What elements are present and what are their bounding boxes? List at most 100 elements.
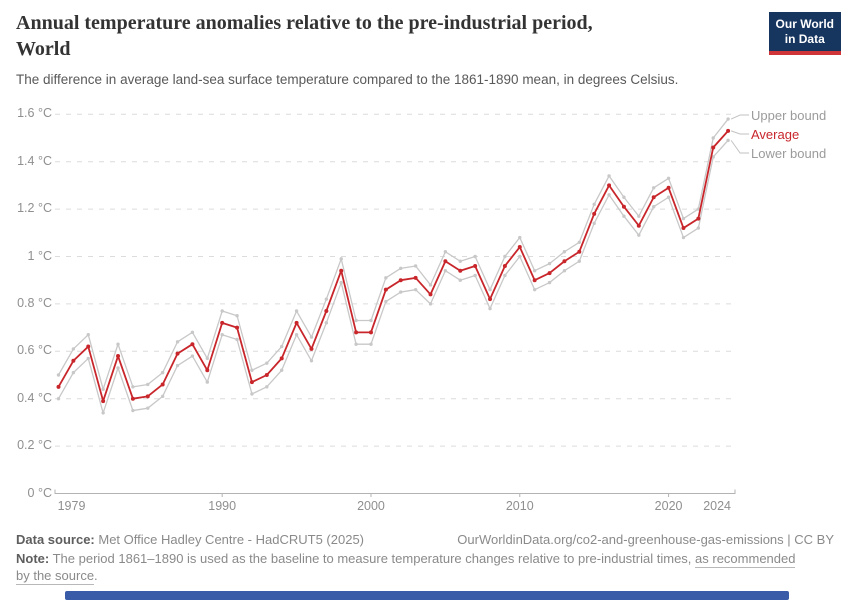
data-point-marker bbox=[160, 370, 165, 375]
x-axis-tick-label: 1990 bbox=[208, 499, 237, 513]
y-axis-tick-label: 1.2 °C bbox=[17, 201, 52, 216]
y-axis-tick-label: 0 °C bbox=[27, 485, 52, 500]
data-point-marker bbox=[250, 368, 254, 372]
owid-logo[interactable]: Our World in Data bbox=[768, 12, 841, 55]
data-point-marker bbox=[488, 297, 493, 302]
data-point-marker bbox=[592, 202, 596, 207]
data-point-marker bbox=[592, 211, 597, 216]
data-point-marker bbox=[666, 185, 671, 190]
data-point-marker bbox=[562, 259, 567, 264]
x-axis-line bbox=[54, 489, 736, 494]
data-point-marker bbox=[428, 302, 433, 306]
data-point-marker bbox=[235, 325, 240, 330]
data-point-marker bbox=[607, 193, 611, 197]
data-point-marker bbox=[160, 394, 165, 399]
data-point-marker bbox=[726, 128, 731, 133]
data-point-marker bbox=[384, 276, 388, 280]
data-point-marker bbox=[71, 347, 76, 351]
data-point-marker bbox=[637, 233, 641, 237]
data-point-marker bbox=[324, 297, 329, 301]
data-point-marker bbox=[458, 268, 463, 273]
legend-item-upper-bound[interactable]: Upper bound bbox=[751, 108, 827, 123]
data-point-marker bbox=[711, 145, 716, 150]
page-title: Annual temperature anomalies relative to… bbox=[16, 10, 761, 62]
data-point-marker bbox=[116, 342, 120, 346]
data-point-marker bbox=[116, 366, 120, 370]
data-point-marker bbox=[383, 287, 388, 292]
data-point-marker bbox=[294, 320, 299, 325]
data-point-marker bbox=[220, 333, 224, 337]
legend-connector bbox=[730, 130, 750, 135]
y-axis-tick-label: 0.6 °C bbox=[17, 343, 52, 358]
data-point-marker bbox=[160, 382, 165, 387]
data-point-marker bbox=[145, 394, 150, 399]
data-point-marker bbox=[190, 354, 195, 358]
attribution-text: OurWorldinData.org/co2-and-greenhouse-ga… bbox=[457, 532, 834, 547]
legend-item-average[interactable]: Average bbox=[751, 127, 800, 142]
data-point-marker bbox=[428, 283, 433, 287]
x-axis-tick-label: 1979 bbox=[57, 499, 86, 513]
data-point-marker bbox=[265, 385, 269, 389]
y-axis-tick-label: 0.2 °C bbox=[17, 438, 52, 453]
data-point-marker bbox=[294, 309, 299, 313]
data-point-marker bbox=[577, 249, 582, 254]
data-point-marker bbox=[399, 266, 403, 271]
note-period: . bbox=[94, 567, 98, 583]
data-point-marker bbox=[250, 392, 254, 396]
data-point-marker bbox=[696, 226, 701, 230]
data-point-marker bbox=[146, 406, 150, 410]
data-point-marker bbox=[503, 254, 507, 259]
data-point-marker bbox=[86, 344, 91, 349]
data-point-marker bbox=[130, 396, 135, 401]
footer-sources-row: Data source: Met Office Hadley Centre - … bbox=[16, 532, 834, 547]
data-point-marker bbox=[56, 397, 61, 401]
data-point-marker bbox=[473, 254, 477, 259]
data-point-marker bbox=[354, 342, 358, 346]
data-point-marker bbox=[473, 273, 477, 278]
data-point-marker bbox=[503, 273, 507, 278]
data-point-marker bbox=[175, 340, 180, 344]
data-point-marker bbox=[532, 278, 537, 283]
data-point-marker bbox=[518, 235, 522, 240]
data-point-marker bbox=[652, 186, 656, 190]
data-point-marker bbox=[235, 314, 239, 318]
timeline-bar[interactable] bbox=[65, 591, 789, 600]
data-point-marker bbox=[607, 183, 612, 188]
note-source-link[interactable]: as recommended by the source bbox=[16, 551, 796, 585]
legend-connector bbox=[730, 114, 750, 120]
data-point-marker bbox=[56, 384, 61, 389]
y-axis-tick-label: 0.4 °C bbox=[17, 390, 52, 405]
note-label: Note: bbox=[16, 551, 50, 566]
data-point-marker bbox=[547, 261, 552, 266]
legend-item-lower-bound[interactable]: Lower bound bbox=[751, 146, 827, 161]
data-point-marker bbox=[324, 321, 329, 325]
data-point-marker bbox=[205, 356, 209, 361]
data-point-marker bbox=[190, 330, 195, 335]
x-axis-tick-label: 2010 bbox=[505, 499, 534, 513]
data-point-marker bbox=[651, 195, 656, 200]
data-point-marker bbox=[607, 174, 611, 178]
data-point-marker bbox=[86, 333, 90, 337]
data-point-marker bbox=[339, 280, 343, 285]
data-point-marker bbox=[280, 344, 284, 349]
data-point-marker bbox=[681, 226, 686, 231]
data-point-marker bbox=[101, 411, 105, 415]
data-point-marker bbox=[369, 318, 373, 323]
data-point-marker bbox=[726, 138, 730, 143]
data-point-marker bbox=[681, 235, 686, 240]
data-point-marker bbox=[413, 275, 418, 280]
series-line-lower-bound bbox=[57, 139, 729, 414]
data-point-marker bbox=[384, 299, 388, 304]
data-point-marker bbox=[279, 356, 284, 361]
data-point-marker bbox=[146, 382, 150, 387]
data-point-marker bbox=[696, 207, 701, 211]
data-point-marker bbox=[131, 385, 135, 389]
data-point-marker bbox=[458, 278, 462, 282]
data-point-marker bbox=[413, 287, 418, 292]
y-axis-tick-label: 1.4 °C bbox=[17, 153, 52, 168]
data-point-marker bbox=[369, 342, 373, 346]
data-point-marker bbox=[726, 117, 730, 121]
data-point-marker bbox=[280, 368, 284, 372]
